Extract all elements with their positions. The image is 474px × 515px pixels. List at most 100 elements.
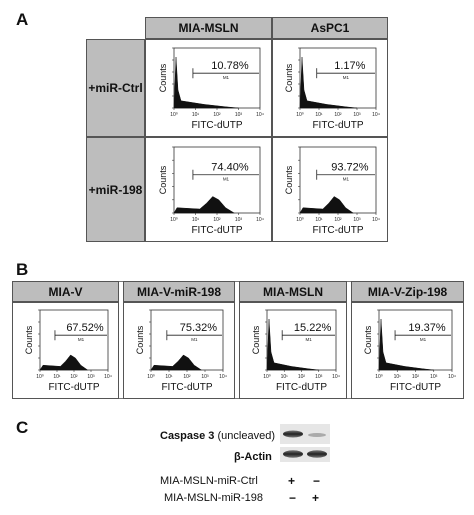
col-header-mia-msln-b: MIA-MSLN — [239, 281, 347, 302]
gate-label: M1 — [343, 177, 350, 182]
condition-mir198-lane2-mark: + — [312, 491, 320, 505]
y-axis-label: Counts — [158, 63, 168, 92]
x-tick-label: 10⁴ — [332, 374, 340, 380]
grid-cell-b4 — [351, 302, 464, 399]
y-axis-label: Counts — [158, 165, 168, 194]
gate-label: M1 — [420, 337, 427, 342]
col-header-mia-v-mir-198: MIA-V-miR-198 — [123, 281, 235, 302]
x-tick-label: 10⁴ — [256, 217, 264, 223]
percent-label: 67.52% — [66, 322, 104, 334]
x-tick-label: 10¹ — [192, 112, 200, 118]
x-tick-label: 10² — [213, 217, 221, 223]
percent-label: 1.17% — [334, 60, 365, 72]
gate-label: M1 — [223, 177, 230, 182]
condition-label-mir198: MIA-MSLN-miR-198 — [164, 492, 264, 504]
x-tick-label: 10¹ — [53, 374, 61, 380]
x-axis-label: FITC-dUTP — [48, 382, 99, 393]
grid-cell-a12 — [272, 39, 388, 137]
caspase3-band-lane2 — [308, 433, 326, 437]
x-tick-label: 10⁴ — [448, 374, 456, 380]
grid-cell-a21 — [145, 137, 272, 242]
histogram-b1: 10⁰ 10¹ 10² 10³ 10⁴ Counts FITC-dUTP M1 67.52% — [24, 309, 112, 393]
beta-actin-label: β-Actin — [234, 451, 272, 463]
condition-mir198-lane1-mark: − — [289, 491, 297, 505]
x-tick-label: 10³ — [430, 374, 438, 380]
panel-c-letter: C — [16, 418, 29, 437]
x-tick-label: 10⁴ — [219, 374, 227, 380]
x-axis-label: FITC-dUTP — [312, 120, 363, 131]
x-tick-label: 10⁰ — [375, 374, 383, 380]
x-axis-label: FITC-dUTP — [191, 120, 242, 131]
y-axis-label: Counts — [284, 165, 294, 194]
x-tick-label: 10⁰ — [296, 217, 304, 223]
histogram-fill — [150, 354, 203, 371]
panel-a-letter: A — [16, 10, 29, 29]
x-tick-label: 10³ — [235, 112, 243, 118]
percent-label: 74.40% — [211, 162, 249, 174]
x-axis-label: FITC-dUTP — [276, 382, 327, 393]
y-axis-label: Counts — [284, 63, 294, 92]
x-tick-label: 10⁰ — [263, 374, 271, 380]
western-blot-image — [280, 424, 330, 462]
gate-label: M1 — [343, 75, 350, 80]
grid-cell-b1 — [12, 302, 119, 399]
actin-band-lane2 — [307, 450, 327, 458]
caspase3-note: (uncleaved) — [217, 430, 275, 442]
x-tick-label: 10⁰ — [147, 374, 155, 380]
col-header-aspc1: AsPC1 — [272, 17, 388, 39]
x-tick-label: 10³ — [353, 112, 361, 118]
gate-label: M1 — [191, 337, 198, 342]
caspase3-band-lane1 — [283, 430, 303, 438]
x-tick-label: 10¹ — [165, 374, 173, 380]
row-header-mir-198: +miR-198 — [86, 137, 145, 242]
x-tick-label: 10¹ — [315, 112, 323, 118]
histogram-a21: 10⁰ 10¹ 10² 10³ 10⁴ Counts FITC-dUTP M1 74.40% — [158, 146, 264, 236]
x-tick-label: 10⁴ — [104, 374, 112, 380]
x-tick-label: 10¹ — [394, 374, 402, 380]
condition-ctrl-lane1-mark: + — [288, 474, 296, 488]
caspase3-label-group: Caspase 3 (uncleaved) — [160, 430, 275, 442]
blot-background-caspase3 — [280, 424, 330, 444]
histogram-fill — [299, 56, 358, 109]
gate-label: M1 — [223, 75, 230, 80]
x-tick-label: 10⁰ — [170, 217, 178, 223]
caspase3-label: Caspase 3 — [160, 430, 215, 442]
x-tick-label: 10⁰ — [170, 112, 178, 118]
histogram-b3: 10⁰ 10¹ 10² 10³ 10⁴ Counts FITC-dUTP M1 15.22% — [251, 309, 340, 393]
x-tick-label: 10² — [70, 374, 78, 380]
grid-cell-a22 — [272, 137, 388, 242]
gate-label: M1 — [305, 337, 312, 342]
x-tick-label: 10² — [183, 374, 191, 380]
x-tick-label: 10² — [334, 217, 342, 223]
row-header-mir-ctrl: +miR-Ctrl — [86, 39, 145, 137]
grid-cell-a11 — [145, 39, 272, 137]
x-tick-label: 10¹ — [315, 217, 323, 223]
x-tick-label: 10⁴ — [372, 217, 380, 223]
histogram-fill — [266, 318, 319, 371]
x-axis-label: FITC-dUTP — [312, 225, 363, 236]
x-tick-label: 10² — [334, 112, 342, 118]
x-tick-label: 10² — [412, 374, 420, 380]
x-axis-label: FITC-dUTP — [390, 382, 441, 393]
condition-label-ctrl: MIA-MSLN-miR-Ctrl — [160, 475, 258, 487]
histogram-fill — [173, 56, 239, 109]
x-tick-label: 10⁰ — [36, 374, 44, 380]
histogram-a22: 10⁰ 10¹ 10² 10³ 10⁴ Counts FITC-dUTP M1 93.72% — [284, 146, 380, 236]
condition-ctrl-lane2-mark: − — [313, 474, 321, 488]
histogram-fill — [173, 196, 236, 214]
plot-axes-a12 — [299, 47, 377, 109]
plot-axes-b4 — [378, 309, 453, 371]
y-axis-label: Counts — [24, 325, 34, 354]
histogram-b4: 10⁰ 10¹ 10² 10³ 10⁴ Counts FITC-dUTP M1 19.37% — [363, 309, 456, 393]
histogram-fill — [39, 354, 89, 371]
x-tick-label: 10² — [298, 374, 306, 380]
x-tick-label: 10² — [213, 112, 221, 118]
x-tick-label: 10⁰ — [296, 112, 304, 118]
histogram-b2: 10⁰ 10¹ 10² 10³ 10⁴ Counts FITC-dUTP M1 75.32% — [135, 309, 227, 393]
x-tick-label: 10³ — [353, 217, 361, 223]
percent-label: 19.37% — [408, 322, 446, 334]
plot-axes-b3 — [266, 309, 337, 371]
percent-label: 15.22% — [294, 322, 332, 334]
percent-label: 10.78% — [211, 60, 249, 72]
col-header-mia-v: MIA-V — [12, 281, 119, 302]
